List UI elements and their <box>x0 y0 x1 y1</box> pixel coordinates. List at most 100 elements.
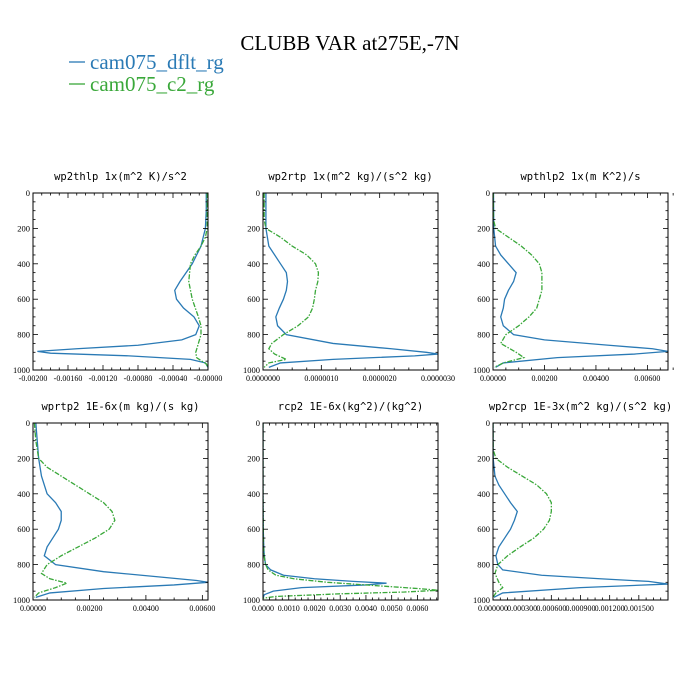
x-tick-label: 0.0000 <box>252 604 274 613</box>
panel-title: rcp2 1E-6x(kg^2)/(kg^2) <box>278 401 423 413</box>
chart-panel-5: rcp2 1E-6x(kg^2)/(kg^2) 0 200 400 600 800 1000… <box>243 401 439 613</box>
x-tick-label: 0.000000 <box>478 604 508 613</box>
y-tick-label: 800 <box>477 330 490 340</box>
x-tick-label: -0.00200 <box>19 374 48 383</box>
y-tick-label: 800 <box>17 330 30 340</box>
y-tick-label: 200 <box>17 223 30 233</box>
y-tick-label: 600 <box>17 294 30 304</box>
y-tick-label: 800 <box>247 560 260 570</box>
x-tick-label: 0.0020 <box>303 604 325 613</box>
panel-title: wpthlp2 1x(m K^2)/s <box>520 171 640 183</box>
y-tick-label: 200 <box>247 223 260 233</box>
x-tick-label: 0.00400 <box>133 604 159 613</box>
x-tick-label: 0.0000000 <box>246 374 280 383</box>
x-tick-label: 0.00600 <box>634 374 660 383</box>
x-tick-label: 0.00200 <box>531 374 557 383</box>
y-tick-label: 200 <box>477 453 490 463</box>
series-line-dflt <box>35 423 208 598</box>
y-tick-label: 0 <box>256 188 260 198</box>
figure-title: CLUBB VAR at275E,-7N <box>240 31 459 55</box>
y-tick-label: 0 <box>26 418 30 428</box>
x-tick-label: 0.0000010 <box>304 374 338 383</box>
x-tick-label: 0.001200 <box>595 604 625 613</box>
plot-frame <box>262 422 439 601</box>
x-tick-label: -0.00120 <box>89 374 118 383</box>
x-tick-label: 0.0050 <box>381 604 403 613</box>
y-tick-label: 600 <box>247 294 260 304</box>
y-tick-label: 1000 <box>13 595 30 605</box>
y-tick-label: 1000 <box>243 595 260 605</box>
x-tick-label: 0.0040 <box>355 604 377 613</box>
y-tick-label: 600 <box>247 524 260 534</box>
x-tick-label: 0.0060 <box>406 604 428 613</box>
x-tick-label: 0.0000020 <box>363 374 397 383</box>
y-tick-label: 400 <box>17 259 30 269</box>
y-tick-label: 0 <box>256 418 260 428</box>
plot-frame <box>262 192 439 371</box>
x-tick-label: -0.00160 <box>54 374 83 383</box>
x-tick-label: 0.0030 <box>329 604 351 613</box>
chart-panel-6: wp2rcp 1E-3x(m^2 kg)/(s^2 kg) 0 200 400 600 8… <box>473 401 672 613</box>
x-tick-label: 0.0010 <box>278 604 300 613</box>
y-tick-label: 1000 <box>13 365 30 375</box>
legend: cam075_dflt_rg cam075_c2_rg <box>69 50 224 96</box>
chart-panel-3: wpthlp2 1x(m K^2)/s020040060080010000.00… <box>473 171 674 383</box>
series-line-c2 <box>188 193 208 368</box>
y-tick-label: 1000 <box>243 365 260 375</box>
x-tick-label: 0.00000 <box>20 604 46 613</box>
y-tick-label: 0 <box>26 188 30 198</box>
x-tick-label: 0.001500 <box>624 604 654 613</box>
series-line-c2 <box>263 423 438 599</box>
legend-label-dflt: cam075_dflt_rg <box>90 50 224 74</box>
panel-title: wp2rtp 1x(m^2 kg)/(s^2 kg) <box>268 171 432 183</box>
series-line-dflt <box>263 423 387 599</box>
x-tick-label: 0.00200 <box>76 604 102 613</box>
series-line-dflt <box>493 423 668 598</box>
y-tick-label: 800 <box>17 560 30 570</box>
series-line-dflt <box>265 193 438 368</box>
chart-panel-1: wp2thlp 1x(m^2 K)/s^202004006008001000-0… <box>13 171 222 383</box>
y-tick-label: 200 <box>247 453 260 463</box>
series-line-c2 <box>493 423 552 598</box>
panel-title: wp2thlp 1x(m^2 K)/s^2 <box>54 171 187 183</box>
chart-panel-4: wprtp2 1E-6x(m kg)/(s kg) 0 200 400 600 800 10… <box>13 401 215 613</box>
plot-frame <box>32 192 209 371</box>
x-tick-label: 0.00600 <box>189 604 215 613</box>
y-tick-label: 0 <box>486 418 490 428</box>
y-tick-label: 800 <box>477 560 490 570</box>
x-tick-label: 0.000600 <box>536 604 566 613</box>
x-tick-label: 0.0000030 <box>421 374 455 383</box>
y-tick-label: 800 <box>247 330 260 340</box>
x-tick-label: 0.00400 <box>583 374 609 383</box>
series-line-dflt <box>37 193 208 368</box>
y-tick-label: 1000 <box>473 365 490 375</box>
panel-title: wp2rcp 1E-3x(m^2 kg)/(s^2 kg) <box>489 401 672 413</box>
y-tick-label: 400 <box>247 259 260 269</box>
y-tick-label: 400 <box>247 489 260 499</box>
y-tick-label: 400 <box>477 259 490 269</box>
chart-panel-2: wp2rtp 1x(m^2 kg)/(s^2 kg) 0 200 400 600 800 1… <box>243 171 455 383</box>
x-tick-label: 0.00000 <box>480 374 506 383</box>
panels: wp2thlp 1x(m^2 K)/s^202004006008001000-0… <box>13 171 674 613</box>
plot-frame <box>492 422 669 601</box>
series-line-c2 <box>493 193 543 368</box>
y-tick-label: 600 <box>477 294 490 304</box>
panel-title: wprtp2 1E-6x(m kg)/(s kg) <box>41 401 199 413</box>
x-tick-label: -0.00000 <box>194 374 223 383</box>
y-tick-label: 1000 <box>473 595 490 605</box>
y-tick-label: 600 <box>477 524 490 534</box>
x-tick-label: 0.000900 <box>566 604 596 613</box>
y-tick-label: 400 <box>477 489 490 499</box>
y-tick-label: 400 <box>17 489 30 499</box>
y-tick-label: 200 <box>477 223 490 233</box>
x-tick-label: 0.000300 <box>507 604 537 613</box>
series-line-dflt <box>493 193 668 368</box>
y-tick-label: 200 <box>17 453 30 463</box>
y-tick-label: 600 <box>17 524 30 534</box>
series-line-c2 <box>33 423 116 598</box>
series-line-c2 <box>263 193 320 368</box>
x-tick-label: -0.00040 <box>159 374 188 383</box>
y-tick-label: 0 <box>486 188 490 198</box>
legend-label-c2: cam075_c2_rg <box>90 72 215 96</box>
